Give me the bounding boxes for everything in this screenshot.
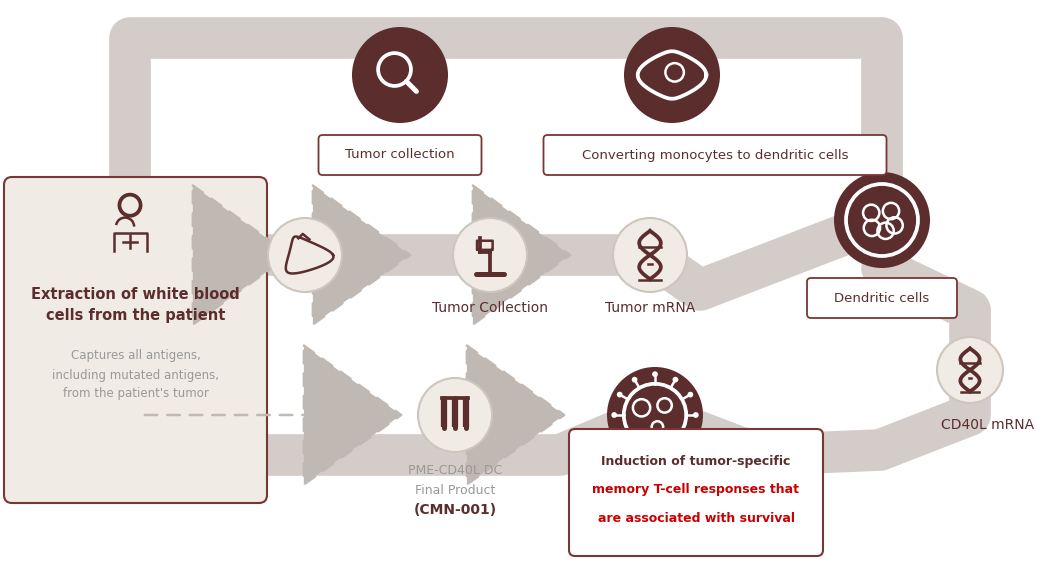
FancyBboxPatch shape <box>319 135 482 175</box>
Circle shape <box>652 453 658 459</box>
Text: Tumor mRNA: Tumor mRNA <box>605 301 695 315</box>
Circle shape <box>834 172 930 268</box>
Circle shape <box>687 433 693 438</box>
Circle shape <box>352 27 448 123</box>
Text: Induction of tumor-specific: Induction of tumor-specific <box>602 454 791 467</box>
Circle shape <box>652 371 658 377</box>
Text: Dendritic cells: Dendritic cells <box>834 292 930 305</box>
Text: (CMN-001): (CMN-001) <box>413 503 497 517</box>
Circle shape <box>687 392 693 398</box>
Circle shape <box>672 377 679 383</box>
Text: are associated with survival: are associated with survival <box>598 512 794 525</box>
Circle shape <box>418 378 492 452</box>
Text: Tumor collection: Tumor collection <box>345 149 454 162</box>
Circle shape <box>616 392 623 398</box>
FancyBboxPatch shape <box>544 135 887 175</box>
FancyBboxPatch shape <box>807 278 957 318</box>
Text: Final Product: Final Product <box>414 484 495 497</box>
Circle shape <box>453 218 527 292</box>
Circle shape <box>624 27 720 123</box>
Circle shape <box>693 412 699 418</box>
Text: memory T-cell responses that: memory T-cell responses that <box>592 484 800 497</box>
Circle shape <box>268 218 342 292</box>
Circle shape <box>937 337 1003 403</box>
Circle shape <box>631 447 638 453</box>
Text: PME-CD40L DC: PME-CD40L DC <box>408 463 502 476</box>
Text: Captures all antigens,
including mutated antigens,
from the patient's tumor: Captures all antigens, including mutated… <box>52 350 219 401</box>
Circle shape <box>611 412 618 418</box>
Circle shape <box>672 447 679 453</box>
Text: CD40L mRNA: CD40L mRNA <box>942 418 1034 432</box>
Text: Converting monocytes to dendritic cells: Converting monocytes to dendritic cells <box>582 149 848 162</box>
Text: Extraction of white blood
cells from the patient: Extraction of white blood cells from the… <box>32 287 240 323</box>
Text: Tumor Collection: Tumor Collection <box>432 301 548 315</box>
Circle shape <box>616 433 623 438</box>
Circle shape <box>607 367 703 463</box>
FancyBboxPatch shape <box>4 177 267 503</box>
FancyBboxPatch shape <box>569 429 823 556</box>
Circle shape <box>613 218 687 292</box>
Circle shape <box>631 377 638 383</box>
